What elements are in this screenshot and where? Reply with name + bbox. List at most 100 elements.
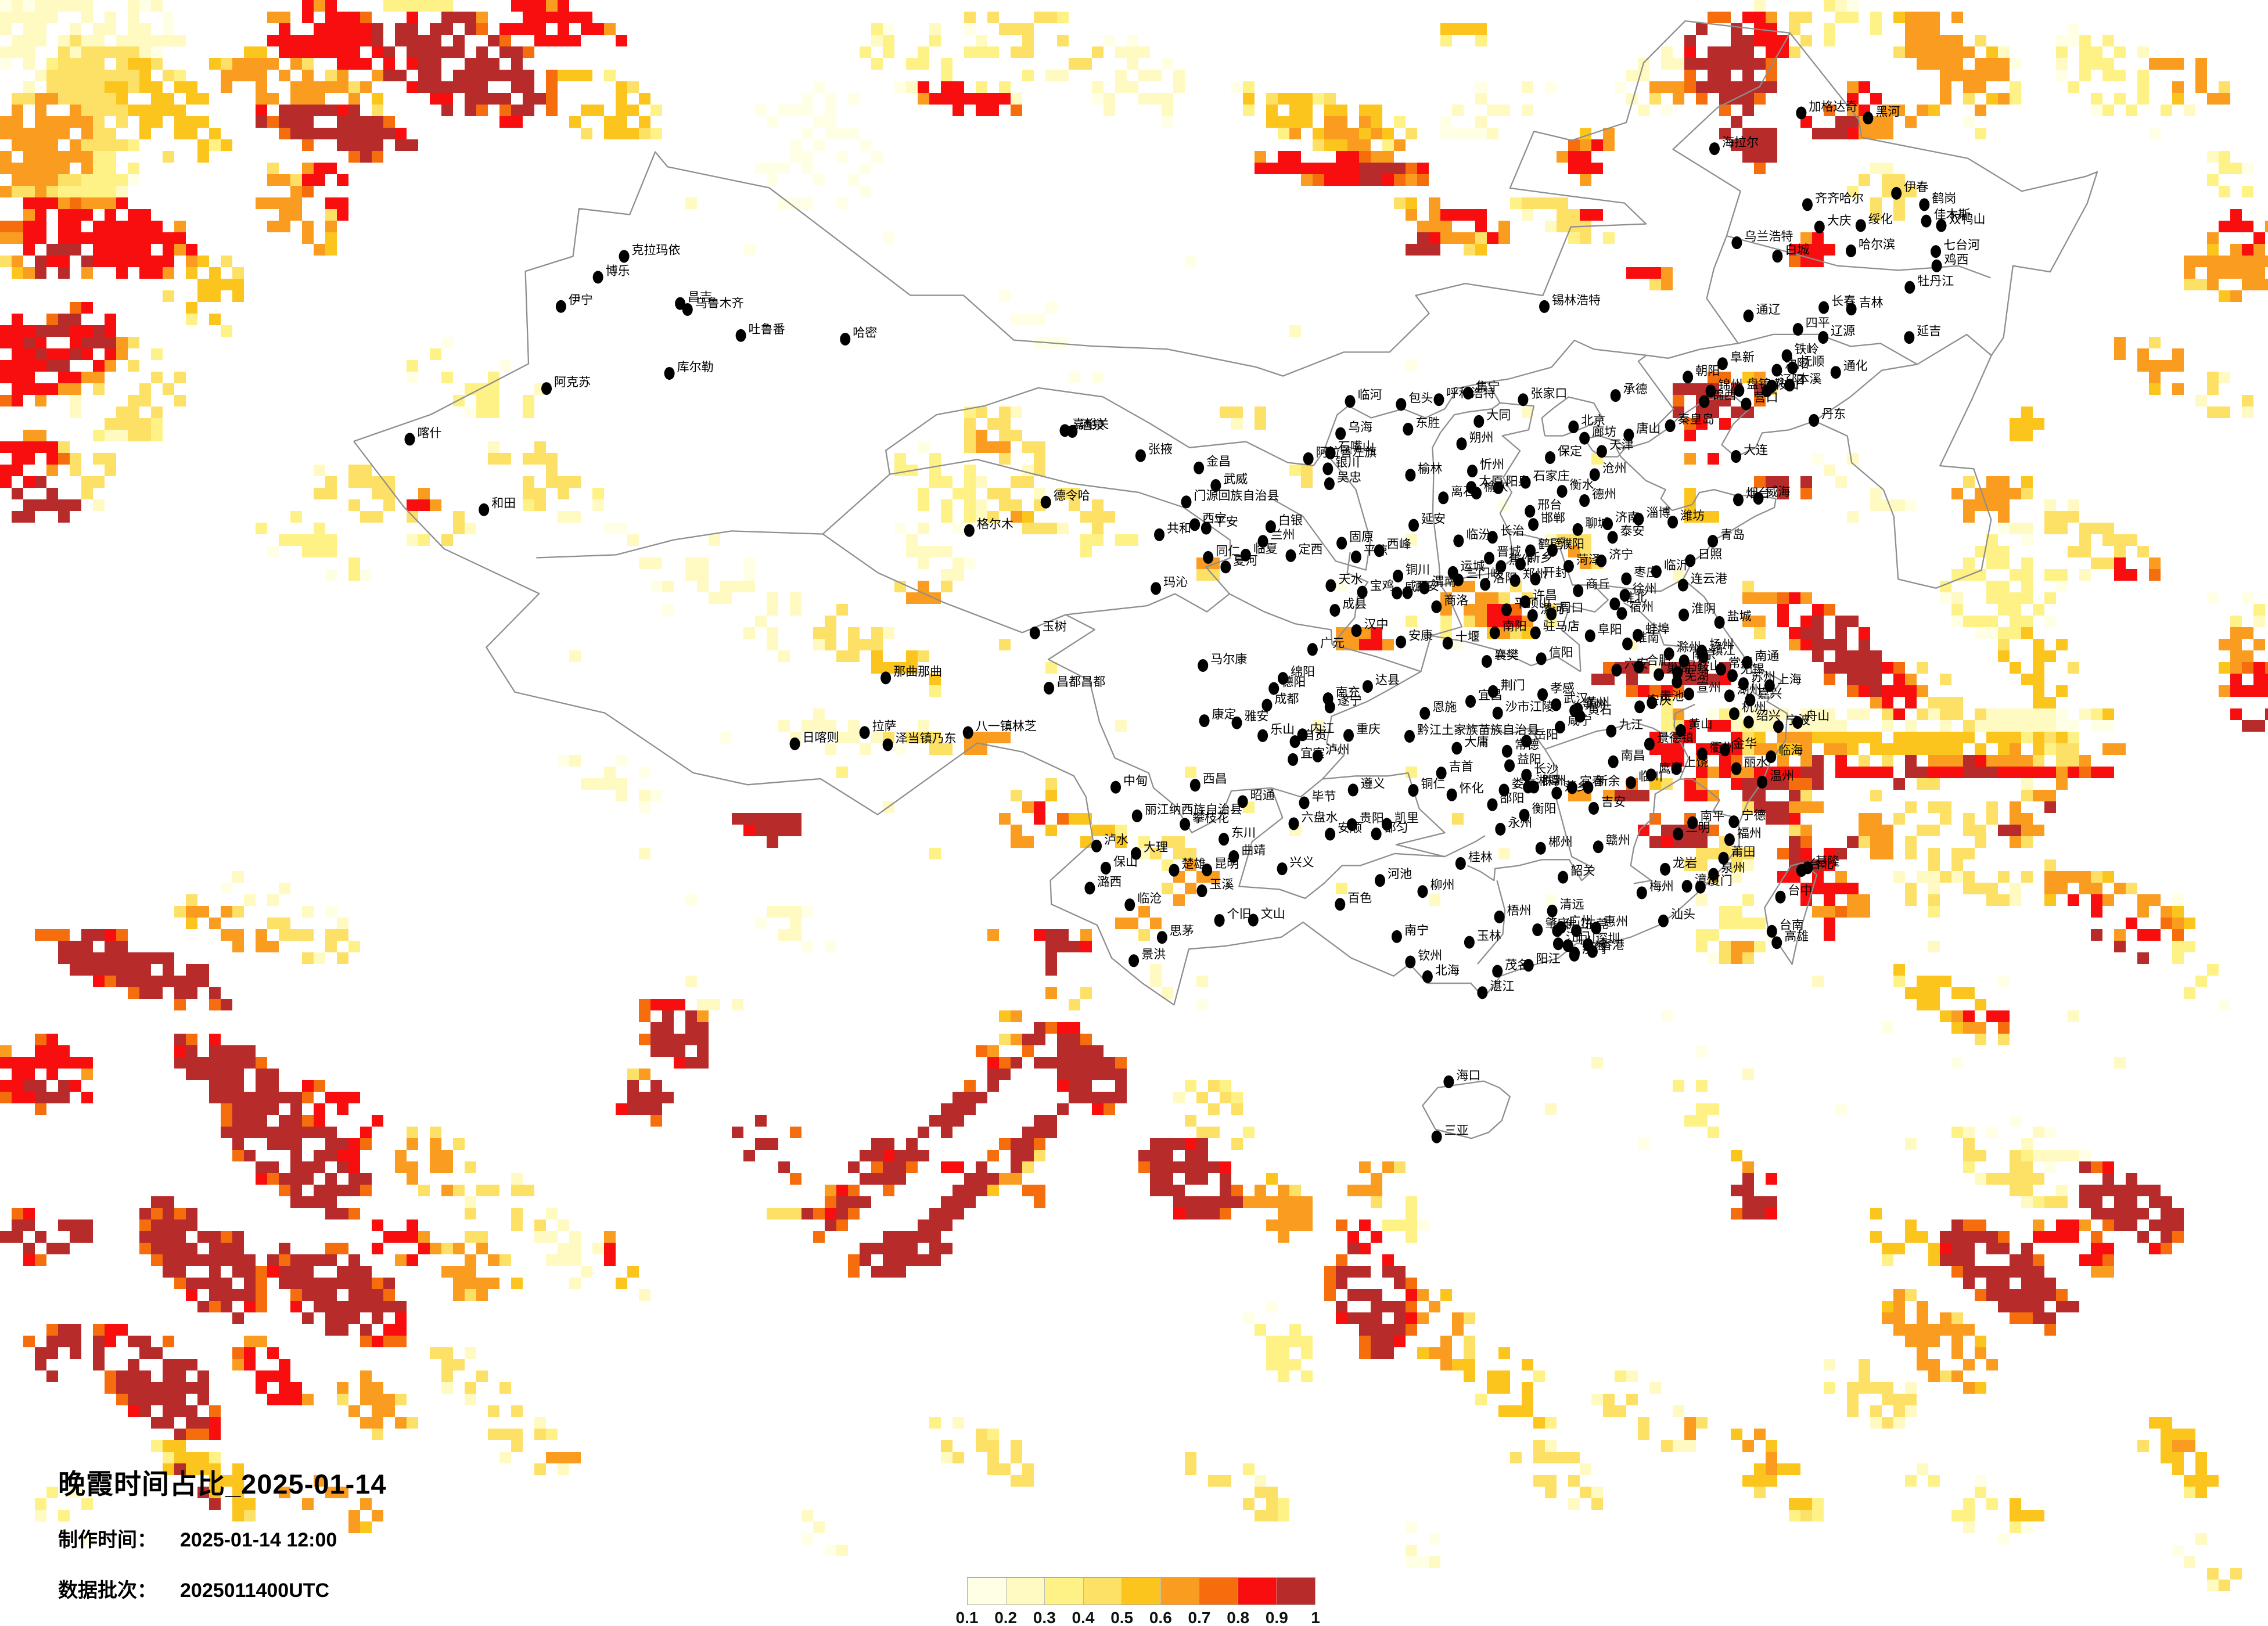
heat-cell: [256, 81, 267, 93]
heat-cell: [290, 197, 302, 209]
heat-cell: [906, 662, 918, 674]
heat-cell: [1185, 1173, 1196, 1185]
heat-cell: [197, 1382, 209, 1394]
heat-cell: [1220, 1185, 1231, 1196]
heat-cell: [1022, 1045, 1034, 1057]
city-marker: [1169, 864, 1180, 877]
city-label: 南京: [1692, 648, 1716, 661]
city-marker: [1532, 923, 1543, 937]
heat-cell: [1754, 476, 1766, 488]
heat-cell: [1800, 232, 1812, 244]
heat-cell: [976, 499, 987, 511]
heat-cell: [1162, 883, 1173, 894]
heat-cell: [256, 1092, 267, 1103]
heat-cell: [790, 929, 801, 941]
heat-cell: [46, 1034, 58, 1045]
heat-cell: [151, 987, 163, 999]
heat-cell: [12, 314, 23, 325]
heat-cell: [372, 1394, 383, 1405]
heat-cell: [256, 46, 267, 58]
heat-cell: [2079, 1220, 2091, 1231]
heat-cell: [407, 1220, 418, 1231]
city-marker: [664, 366, 675, 380]
heat-cell: [1998, 1173, 2010, 1185]
heat-cell: [1800, 767, 1812, 778]
heat-cell: [105, 232, 116, 244]
heat-cell: [1278, 1185, 1289, 1196]
heat-cell: [105, 128, 116, 139]
heat-cell: [1917, 1301, 1928, 1312]
heat-cell: [256, 116, 267, 128]
city-marker: [1199, 714, 1210, 728]
heat-cell: [1580, 163, 1591, 174]
heat-cell: [1777, 767, 1789, 778]
heat-cell: [2033, 604, 2044, 616]
heat-cell: [0, 325, 12, 337]
heat-cell: [197, 1370, 209, 1382]
city-label: 莆田: [1731, 846, 1756, 859]
heat-cell: [232, 1045, 244, 1057]
heat-cell: [1011, 430, 1022, 441]
city-label: 东川: [1231, 826, 1256, 840]
heat-cell: [1998, 1266, 2010, 1278]
heat-cell: [1963, 1359, 1975, 1370]
heat-cell: [894, 1231, 906, 1243]
heat-cell: [964, 488, 976, 499]
heat-cell: [12, 325, 23, 337]
heat-cell: [2044, 732, 2056, 743]
border-line: [1726, 235, 1991, 279]
heat-cell: [1754, 139, 1766, 151]
heat-cell: [360, 58, 372, 70]
heat-cell: [836, 604, 848, 616]
heat-cell: [383, 70, 395, 81]
batch-value: 2025011400UTC: [180, 1580, 330, 1602]
heat-cell: [1731, 848, 1742, 859]
heat-cell: [848, 1254, 860, 1266]
city-marker: [1931, 245, 1942, 258]
heat-cell: [70, 209, 81, 221]
heat-cell: [1162, 987, 1173, 999]
heat-cell: [1986, 883, 1998, 894]
heat-cell: [1545, 1103, 1557, 1115]
heat-cell: [476, 23, 488, 35]
heat-cell: [325, 941, 337, 952]
heat-cell: [1998, 871, 2010, 883]
city-marker: [1509, 574, 1521, 587]
heat-cell: [1812, 650, 1824, 662]
heat-cell: [93, 476, 105, 488]
heat-cell: [2044, 894, 2056, 906]
heat-cell: [894, 1173, 906, 1185]
heat-cell: [720, 581, 732, 592]
heat-cell: [163, 151, 174, 163]
heat-cell: [1893, 743, 1905, 755]
heat-cell: [1150, 1150, 1162, 1161]
heat-cell: [372, 1278, 383, 1289]
heat-cell: [685, 894, 697, 906]
heat-cell: [2207, 151, 2219, 163]
heat-cell: [2044, 859, 2056, 871]
heat-cell: [488, 383, 499, 395]
heat-cell: [1812, 627, 1824, 639]
heat-cell: [116, 952, 128, 964]
city-label: 格尔木: [977, 518, 1013, 531]
heat-cell: [569, 1243, 581, 1254]
heat-cell: [1742, 139, 1754, 151]
heat-cell: [964, 93, 976, 105]
heat-cell: [70, 1080, 81, 1092]
city-label: 白城: [1785, 243, 1809, 257]
heat-cell: [1998, 767, 2010, 778]
heat-cell: [1951, 848, 1963, 859]
heat-cell: [2253, 639, 2265, 650]
heat-cell: [1092, 523, 1104, 534]
heat-cell: [825, 720, 836, 732]
made-time-label: 制作时间：: [58, 1529, 157, 1551]
heat-cell: [1847, 708, 1859, 720]
city-marker: [1579, 494, 1590, 508]
city-label: 阜阳: [1598, 623, 1622, 636]
heat-cell: [685, 976, 697, 987]
heat-cell: [1777, 801, 1789, 813]
city-marker: [1462, 386, 1473, 400]
heat-cell: [116, 35, 128, 46]
heat-cell: [1708, 825, 1719, 836]
